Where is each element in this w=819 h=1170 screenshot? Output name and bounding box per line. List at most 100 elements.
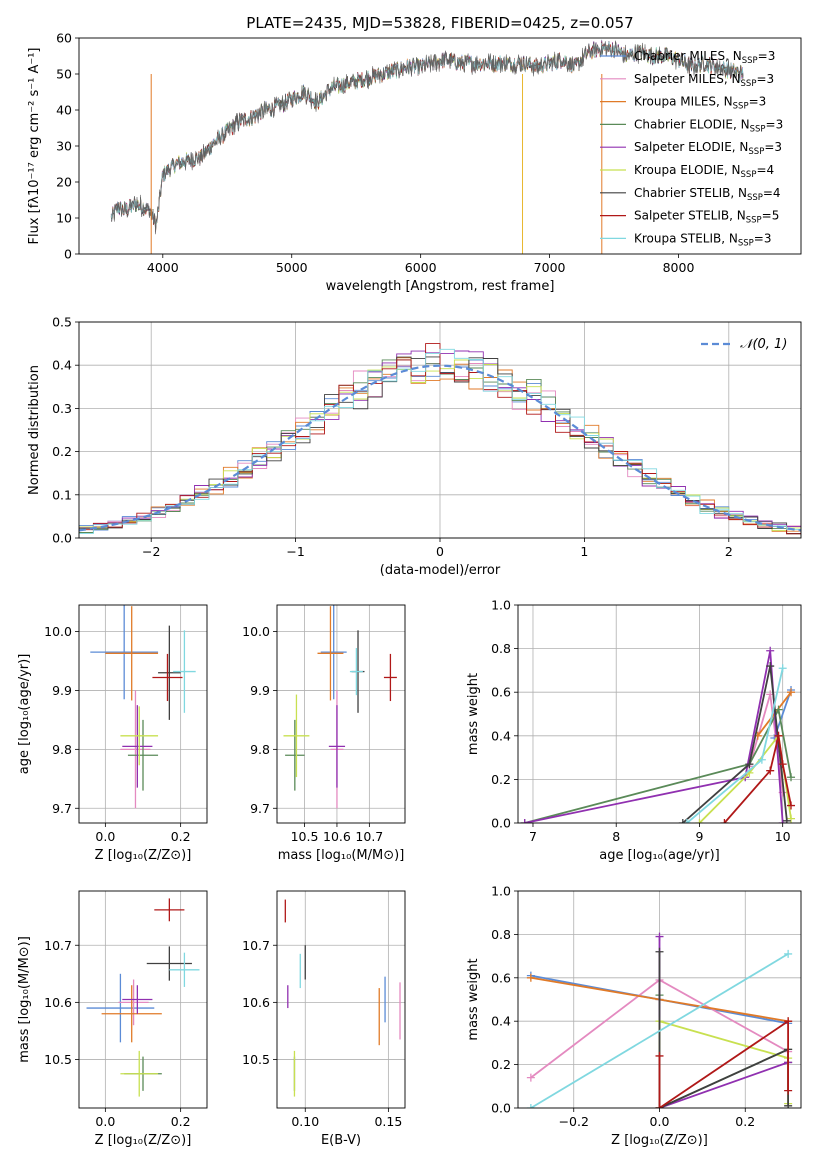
x-tick-label: −1: [286, 544, 304, 559]
x-tick-label: −2: [142, 544, 160, 559]
frame-mass-vs-EBV: [276, 890, 406, 1109]
x-tick-label: 0.10: [291, 1114, 319, 1129]
legend-label: Chabrier MILES, NSSP=3: [634, 49, 775, 66]
y-tick-label: 0.2: [491, 1057, 511, 1072]
legend-label: Salpeter STELIB, NSSP=5: [634, 209, 779, 226]
weight-marker: [784, 1101, 793, 1108]
lines-weight-vs-Z: [526, 932, 793, 1108]
y-tick-label: 0.8: [491, 641, 511, 656]
x-tick-label: 7: [529, 829, 537, 844]
weight-line: [658, 936, 789, 1108]
y-tick-label: 10.5: [44, 1052, 72, 1067]
weight-marker: [766, 646, 775, 655]
y-tick-label: 10.0: [242, 624, 270, 639]
histograms: [79, 343, 801, 538]
gaussian-curve: [79, 364, 801, 532]
spectrum-line: [110, 40, 744, 231]
y-tick-label: 9.8: [52, 742, 72, 757]
y-tick-label: 1.0: [491, 598, 511, 613]
weight-marker: [766, 662, 775, 671]
y-tick-label: 10.6: [242, 995, 270, 1010]
axes-age-vs-Z: 0.0 0.2 9.7 9.8 9.9 10.0 Z [log₁₀(Z/Z⊙)] age [l…: [17, 605, 207, 863]
weight-marker: [655, 1051, 664, 1060]
chart-title: PLATE=2435, MJD=53828, FIBERID=0425, z=0…: [246, 14, 633, 32]
legend: Chabrier MILES, NSSP=3 Salpeter MILES, NS…: [600, 49, 783, 248]
axes-mass-vs-Z: 0.0 0.2 10.5 10.6 10.7 Z [log₁₀(Z/Z⊙)] mass [l…: [17, 891, 207, 1148]
weight-marker: [682, 819, 691, 823]
x-tick-label: 0.2: [171, 1114, 191, 1129]
points-mass-vs-Z: [86, 898, 200, 1097]
weight-marker: [526, 973, 535, 982]
legend-label: Salpeter ELODIE, NSSP=3: [634, 140, 782, 157]
y-tick-label: 0.0: [491, 1101, 511, 1116]
spectrum-line: [110, 41, 744, 229]
weight-line: [524, 650, 784, 823]
histogram-3: [79, 359, 801, 538]
weight-line: [686, 668, 784, 823]
x-tick-label: 0.0: [95, 1114, 115, 1129]
y-tick-label: 10.7: [44, 938, 72, 953]
observed-spectrum: [110, 40, 744, 235]
x-tick-label: 10.5: [291, 829, 319, 844]
x-tick-label: 0.0: [95, 829, 115, 844]
weight-line: [530, 953, 789, 1108]
weight-line: [682, 665, 788, 823]
spectrum-line: [110, 40, 744, 230]
y-tick-label: 0.4: [52, 358, 72, 373]
weight-line: [524, 706, 792, 823]
y-tick-label: 50: [56, 67, 72, 82]
weight-marker: [695, 819, 704, 823]
x-axis-label: Z [log₁₀(Z/Z⊙)]: [95, 848, 192, 863]
frame-age-vs-mass: [276, 604, 406, 824]
y-axis-label: Flux [fλ10⁻¹⁷ erg cm⁻² s⁻¹ A⁻¹]: [27, 48, 42, 245]
x-tick-label: 1: [580, 544, 588, 559]
y-tick-label: 20: [56, 175, 72, 190]
weight-marker: [526, 1104, 535, 1108]
y-tick-label: 0.1: [52, 487, 72, 502]
x-tick-label: −0.2: [559, 1114, 589, 1129]
y-tick-label: 9.7: [250, 801, 270, 816]
spectrum-line: [110, 41, 744, 233]
y-tick-label: 0.5: [52, 315, 72, 330]
legend-label: Kroupa ELODIE, NSSP=4: [634, 163, 774, 180]
axes-mass-vs-EBV: 0.10 0.15 10.5 10.6 10.7 E(B-V): [242, 891, 405, 1148]
y-axis-label: age [log₁₀(age/yr)]: [17, 654, 32, 775]
y-tick-label: 0.4: [491, 1014, 511, 1029]
weight-marker: [526, 1073, 535, 1082]
points-age-vs-Z: [90, 605, 196, 809]
y-tick-label: 10.6: [44, 995, 72, 1010]
weight-marker: [655, 947, 664, 956]
weight-marker: [720, 819, 729, 823]
x-tick-label: 7000: [534, 260, 566, 275]
y-tick-label: 10.7: [242, 938, 270, 953]
weight-marker: [757, 755, 766, 764]
x-axis-label: Z [log₁₀(Z/Z⊙)]: [95, 1133, 192, 1148]
weight-marker: [778, 819, 787, 823]
frame-weight-vs-age: [517, 604, 802, 824]
y-tick-label: 0: [64, 247, 72, 262]
y-tick-label: 10: [56, 211, 72, 226]
x-tick-label: 5000: [276, 260, 308, 275]
spectrum-line: [110, 42, 744, 230]
frame-residuals: [78, 321, 802, 539]
y-tick-label: 9.8: [250, 742, 270, 757]
y-tick-label: 0.0: [52, 531, 72, 546]
y-tick-label: 30: [56, 139, 72, 154]
y-axis-label: mass [log₁₀(M/M⊙)]: [17, 936, 32, 1063]
x-tick-label: 10.7: [355, 829, 383, 844]
weight-marker: [655, 932, 664, 941]
weight-marker: [787, 814, 796, 823]
y-tick-label: 0.0: [491, 816, 511, 831]
points-mass-vs-EBV: [284, 899, 401, 1097]
x-tick-label: 0.2: [171, 829, 191, 844]
weight-marker: [778, 664, 787, 673]
y-tick-label: 0.3: [52, 401, 72, 416]
weight-marker: [784, 1017, 793, 1026]
spectrum-line: [110, 40, 744, 232]
y-axis-label: Normed distribution: [27, 365, 42, 495]
x-tick-label: 6000: [405, 260, 437, 275]
weight-marker: [655, 1104, 664, 1108]
histogram-7: [79, 343, 801, 538]
x-axis-label: age [log₁₀(age/yr)]: [599, 848, 720, 863]
x-tick-label: 10.6: [323, 829, 351, 844]
